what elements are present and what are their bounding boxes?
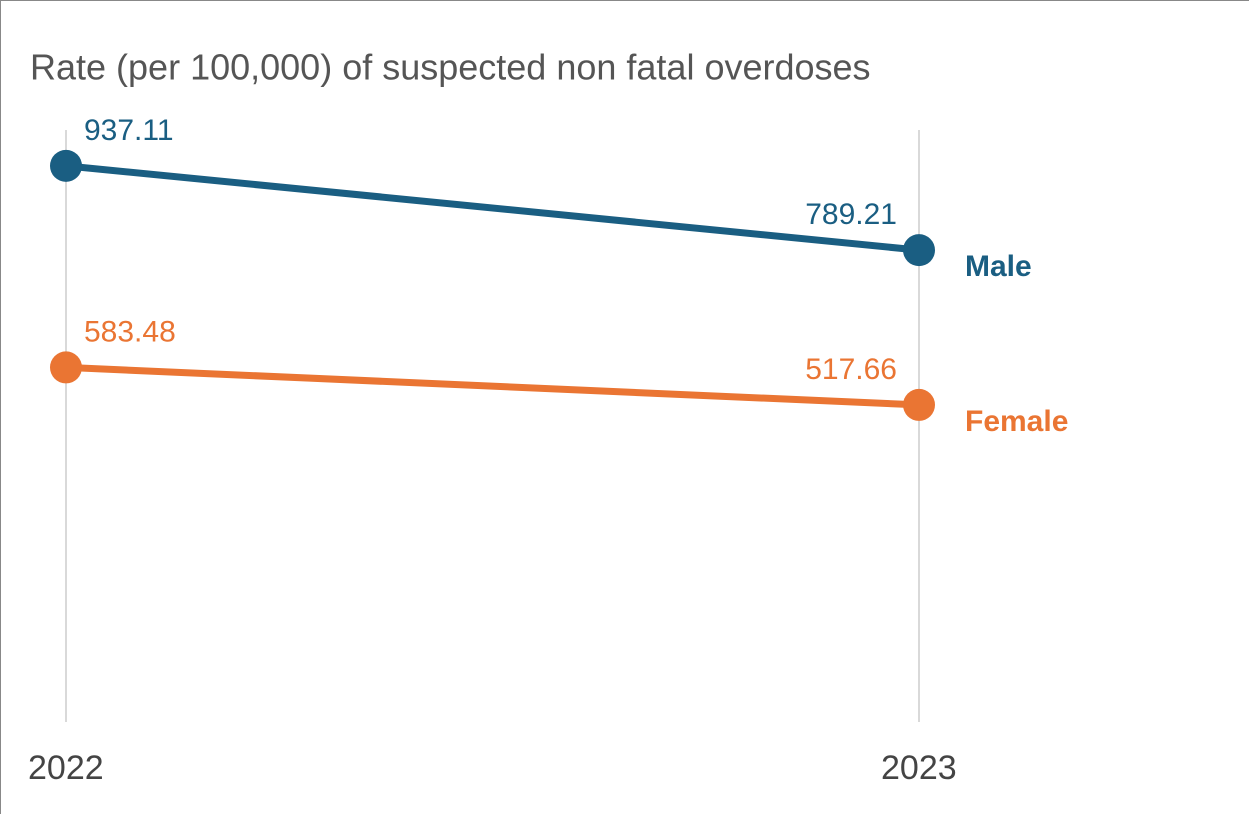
data-label: 789.21 — [805, 198, 897, 231]
series-label: Male — [965, 250, 1032, 283]
series-label: Female — [965, 405, 1068, 438]
series-line — [65, 162, 920, 254]
series-line — [65, 363, 920, 409]
point — [903, 234, 935, 267]
point — [50, 351, 82, 384]
data-label: 937.11 — [84, 114, 174, 147]
point — [50, 149, 82, 182]
x-tick-label: 2023 — [881, 749, 957, 787]
point — [903, 388, 935, 421]
x-tick-label: 2022 — [28, 749, 104, 787]
data-label: 583.48 — [84, 315, 176, 348]
chart-title: Rate (per 100,000) of suspected non fata… — [30, 47, 871, 88]
data-label: 517.66 — [805, 353, 897, 386]
